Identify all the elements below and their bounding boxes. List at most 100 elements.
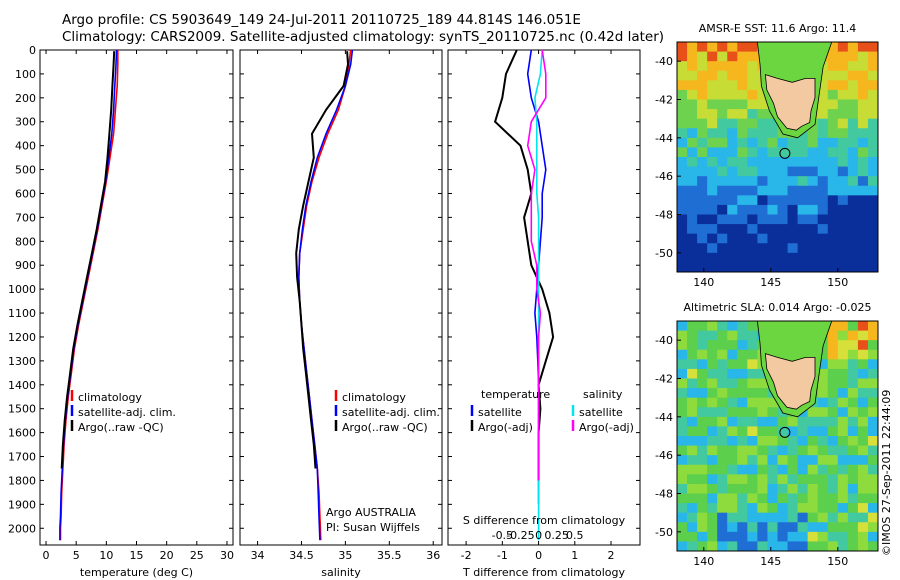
map-cell (717, 474, 729, 485)
map-cell (827, 233, 839, 245)
map-cell (727, 204, 739, 216)
map-cell (727, 503, 739, 514)
map-cell (737, 503, 749, 514)
map-cell (677, 493, 689, 505)
map-cell (737, 368, 749, 380)
map-cell (697, 166, 709, 178)
map-cell (847, 147, 859, 158)
map-cell (687, 42, 699, 53)
map-cell (717, 118, 729, 130)
map-cell (737, 61, 749, 72)
map-cell (697, 359, 709, 370)
map-cell (847, 137, 859, 149)
map-cell (847, 464, 859, 476)
y-tick-label: 1500 (8, 403, 36, 416)
map-cell (797, 252, 809, 264)
map-cell (777, 137, 789, 149)
map-cell (847, 416, 859, 428)
map-cell (687, 493, 699, 505)
map-cell (747, 137, 759, 149)
map-cell (817, 512, 829, 524)
map-cell (757, 262, 769, 272)
x-tick-label: 20 (160, 549, 174, 562)
x-tick-label: 0 (535, 549, 542, 562)
map-cell (867, 464, 878, 476)
map-cell (827, 416, 839, 428)
map-cell (827, 252, 839, 264)
map-cell (767, 252, 779, 264)
map-cell (697, 243, 709, 254)
x-axis-label: T difference from climatology (462, 566, 625, 579)
map-cell (847, 330, 859, 342)
map-cell (727, 109, 739, 120)
map-y-tick-label: -40 (655, 334, 673, 347)
map-cell (747, 541, 759, 551)
land-tasmania (764, 74, 816, 131)
map-cell (847, 531, 859, 543)
map-cell (737, 262, 749, 272)
map-cell (777, 214, 789, 226)
map-cell (797, 493, 809, 505)
map-cell (757, 109, 769, 120)
map-cell (807, 147, 819, 158)
map-cell (707, 157, 719, 168)
map-cell (767, 522, 779, 533)
map-cell (857, 262, 869, 272)
map-cell (777, 157, 789, 168)
map-cell (757, 541, 769, 551)
map-cell (677, 455, 689, 466)
map-cell (787, 195, 799, 206)
map-cell (717, 493, 729, 505)
map-cell (677, 109, 689, 120)
map-cell (707, 359, 719, 370)
map-cell (707, 243, 719, 254)
map-cell (827, 330, 839, 342)
map-cell (747, 252, 759, 264)
map-cell (777, 147, 789, 158)
map-cell (747, 330, 759, 342)
map-cell (857, 70, 869, 82)
map-cell (737, 243, 749, 254)
map-y-tick-label: -50 (655, 526, 673, 539)
map-cell (757, 455, 769, 466)
map-cell (737, 407, 749, 418)
map-cell (807, 512, 819, 524)
map-y-tick-label: -42 (655, 94, 673, 107)
map-cell (797, 166, 809, 178)
map-cell (747, 483, 759, 495)
map-cell (717, 89, 729, 101)
map-cell (747, 185, 759, 197)
map-y-tick-label: -46 (655, 449, 673, 462)
map-cell (687, 70, 699, 82)
map-cell (687, 80, 699, 91)
map-cell (847, 262, 859, 272)
map-cell (777, 464, 789, 476)
map-cell (687, 397, 699, 409)
map-cell (757, 388, 769, 399)
map-cell (777, 166, 789, 178)
map-cell (697, 349, 709, 361)
map-cell (817, 464, 829, 476)
map-cell (727, 51, 739, 63)
map-cell (867, 128, 878, 139)
map-cell (737, 349, 749, 361)
map-cell (787, 455, 799, 466)
map-cell (687, 195, 699, 206)
map-cell (777, 204, 789, 216)
map-cell (757, 137, 769, 149)
map-cell (697, 541, 709, 551)
map-cell (767, 541, 779, 551)
map-cell (697, 157, 709, 168)
map-cell (697, 397, 709, 409)
map-cell (857, 378, 869, 390)
map-cell (747, 157, 759, 168)
map-cell (767, 407, 779, 418)
map-cell (857, 109, 869, 120)
map-cell (817, 426, 829, 437)
map-cell (817, 70, 829, 82)
map-cell (847, 128, 859, 139)
map-cell (807, 204, 819, 216)
map-cell (817, 89, 829, 101)
map-cell (677, 368, 689, 380)
map-cell (807, 416, 819, 428)
